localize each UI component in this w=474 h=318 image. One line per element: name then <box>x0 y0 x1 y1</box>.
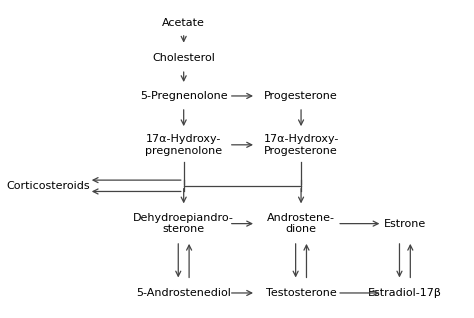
Text: Progesterone: Progesterone <box>264 91 338 101</box>
Text: Estrone: Estrone <box>384 218 426 229</box>
Text: Cholesterol: Cholesterol <box>152 53 215 63</box>
Text: 17α-Hydroxy-
Progesterone: 17α-Hydroxy- Progesterone <box>264 134 339 156</box>
Text: Estradiol-17β: Estradiol-17β <box>368 288 442 298</box>
Text: Testosterone: Testosterone <box>266 288 337 298</box>
Text: Corticosteroids: Corticosteroids <box>7 181 90 191</box>
Text: 17α-Hydroxy-
pregnenolone: 17α-Hydroxy- pregnenolone <box>145 134 222 156</box>
Text: Acetate: Acetate <box>162 18 205 28</box>
Text: Dehydroepiandro-
sterone: Dehydroepiandro- sterone <box>133 213 234 234</box>
Text: 5-Pregnenolone: 5-Pregnenolone <box>140 91 228 101</box>
Text: Androstene-
dione: Androstene- dione <box>267 213 335 234</box>
Text: 5-Androstenediol: 5-Androstenediol <box>136 288 231 298</box>
